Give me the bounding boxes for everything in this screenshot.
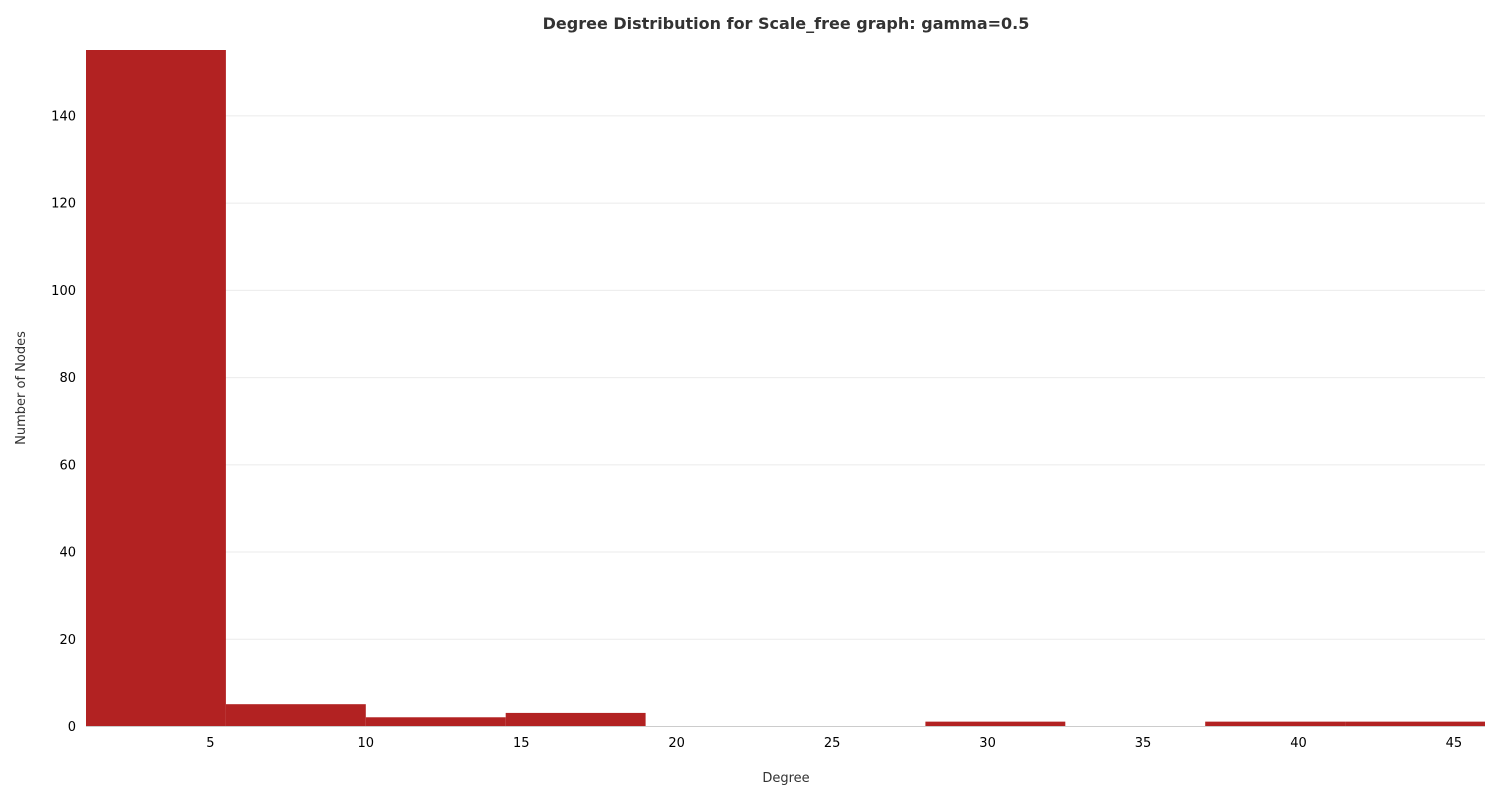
- histogram-bar: [225, 704, 366, 726]
- x-axis-label: Degree: [762, 771, 809, 786]
- histogram-bar: [86, 50, 226, 726]
- bar-layer: [86, 50, 1485, 726]
- y-tick-label: 20: [59, 633, 76, 648]
- histogram-bar: [1345, 721, 1485, 726]
- histogram-bar: [1205, 721, 1346, 726]
- y-tick-label: 140: [51, 109, 76, 124]
- x-tick-label: 20: [668, 736, 685, 751]
- y-tick-label: 100: [51, 284, 76, 299]
- x-tick-label: 5: [206, 736, 214, 751]
- x-tick-label: 30: [979, 736, 996, 751]
- y-tick-label: 120: [51, 197, 76, 212]
- chart-title: Degree Distribution for Scale_free graph…: [543, 14, 1030, 33]
- histogram-bar: [365, 717, 506, 726]
- x-tick-label: 15: [513, 736, 530, 751]
- y-tick-label: 80: [59, 371, 76, 386]
- axis-layer: 5 10 15 20 25 30 35 40 45 0 20 40 60 80 100 120 140: [51, 109, 1485, 751]
- x-tick-label: 25: [824, 736, 841, 751]
- y-axis-label: Number of Nodes: [14, 331, 29, 445]
- y-tick-label: 0: [68, 720, 76, 735]
- grid-layer: [86, 115, 1485, 640]
- x-tick-label: 35: [1135, 736, 1152, 751]
- x-tick-label: 40: [1290, 736, 1307, 751]
- x-tick-label: 45: [1446, 736, 1463, 751]
- histogram-bar: [505, 712, 646, 726]
- histogram-bar: [925, 721, 1066, 726]
- y-tick-label: 60: [59, 458, 76, 473]
- y-tick-label: 40: [59, 546, 76, 561]
- x-tick-label: 10: [358, 736, 375, 751]
